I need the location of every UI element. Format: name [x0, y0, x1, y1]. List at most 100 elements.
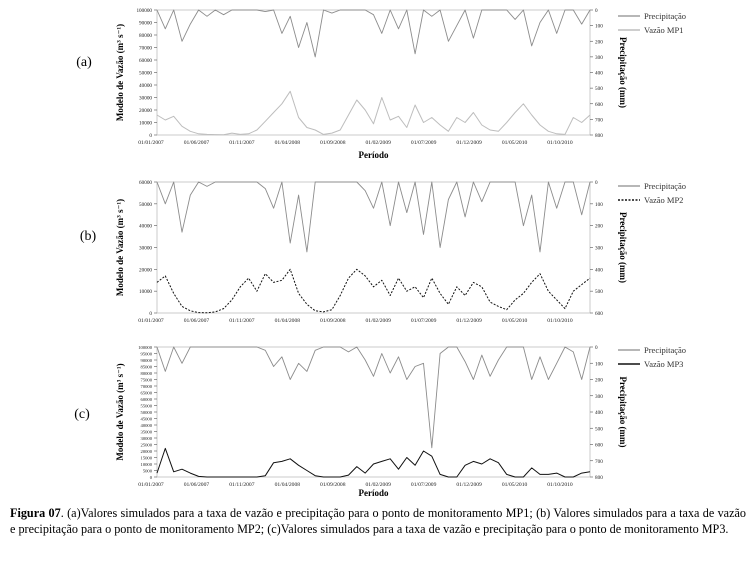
panel-b-right-tick-label: 200: [595, 224, 603, 230]
panel-c-left-tick-label: 90000: [141, 358, 153, 363]
panel-b-left-tick-label: 10000: [139, 289, 152, 295]
panel-a-left-tick-label: 50000: [139, 71, 152, 77]
panel-a-x-tick-label: 01/01/2007: [138, 140, 164, 146]
panel-b-left-tick-label: 30000: [139, 246, 152, 252]
panel-c-legend-label: Vazão MP3: [644, 359, 683, 369]
panel-c-xlabel: Período: [359, 488, 389, 498]
panel-b-x-tick-label: 01/05/2010: [502, 318, 528, 324]
panel-a-left-tick-label: 100000: [136, 8, 152, 14]
panel-c-left-tick-label: 0: [150, 475, 153, 480]
panel-c-right-tick-label: 0: [595, 345, 598, 351]
panel-b-ylabel-right: Precipitação (mm): [618, 212, 628, 283]
panel-c-left-tick-label: 100000: [138, 345, 152, 350]
panel-c-label: (c): [74, 407, 90, 422]
panel-c-left-tick-label: 85000: [141, 365, 153, 370]
panel-a-series-vazao-line: [156, 90, 591, 136]
panel-c-right-tick-label: 600: [595, 443, 603, 449]
panel-b-x-tick-label: 01/04/2008: [275, 318, 301, 324]
panel-b-right-tick-label: 400: [595, 267, 603, 273]
panel-c-left-tick-label: 25000: [141, 443, 153, 448]
panel-c-x-tick-label: 01/09/2008: [320, 482, 346, 488]
panel-c-left-tick-label: 30000: [141, 436, 153, 441]
caption-text: . (a)Valores simulados para a taxa de va…: [10, 506, 746, 536]
panel-b-right-tick-label: 100: [595, 202, 603, 208]
panel-c-right-tick-label: 700: [595, 459, 603, 465]
panel-b-series-vazao-line: [156, 268, 591, 314]
panel-b-series-precipitacao-line: [156, 181, 591, 253]
panel-a-x-tick-label: 01/04/2008: [275, 140, 301, 146]
panel-a-left-tick-label: 60000: [139, 58, 152, 64]
caption-figure-label: Figura 07: [10, 506, 61, 520]
panel-b-left-tick-label: 20000: [139, 267, 152, 273]
panel-c-left-tick-label: 60000: [141, 397, 153, 402]
panel-c-left-tick-label: 15000: [141, 456, 153, 461]
panel-a-x-tick-label: 01/05/2010: [502, 140, 528, 146]
panel-c-x-tick-label: 01/12/2009: [456, 482, 482, 488]
panel-c-left-tick-label: 40000: [141, 423, 153, 428]
panel-a-right-tick-label: 400: [595, 71, 603, 77]
panel-a-right-tick-label: 500: [595, 86, 603, 92]
panel-a-x-tick-label: 01/11/2007: [229, 140, 254, 146]
panel-b-x-tick-label: 01/12/2009: [456, 318, 482, 324]
panel-a-right-tick-label: 700: [595, 117, 603, 123]
panel-c-x-tick-label: 01/10/2010: [547, 482, 573, 488]
panel-c-x-tick-label: 01/04/2008: [275, 482, 301, 488]
panel-c-ylabel-right: Precipitação (mm): [618, 376, 628, 447]
panel-a-xlabel: Período: [359, 150, 389, 160]
panel-b-left-tick-label: 60000: [139, 180, 152, 186]
panel-b-legend-label: Precipitação: [644, 181, 686, 191]
panel-c-x-tick-label: 01/01/2007: [138, 482, 164, 488]
panel-b-x-tick-label: 01/02/2009: [365, 318, 391, 324]
panel-b-right-tick-label: 500: [595, 289, 603, 295]
panel-c-series-precipitacao-line: [156, 346, 591, 449]
panel-b-x-tick-label: 01/01/2007: [138, 318, 164, 324]
panel-c-left-tick-label: 55000: [141, 404, 153, 409]
panel-a-ylabel-right: Precipitação (mm): [618, 37, 628, 108]
panel-c-ylabel-left: Modelo de Vazão (m³ s⁻¹): [115, 363, 125, 460]
panel-a-left-tick-label: 30000: [139, 96, 152, 102]
panel-c-right-tick-label: 800: [595, 475, 603, 481]
panel-a-left-tick-label: 10000: [139, 121, 152, 127]
panel-b-left-tick-label: 0: [149, 311, 152, 317]
panel-c-x-tick-label: 01/07/2009: [411, 482, 437, 488]
panel-b-legend-label: Vazão MP2: [644, 195, 683, 205]
panel-b-x-tick-label: 01/06/2007: [184, 318, 210, 324]
panel-c-x-tick-label: 01/05/2010: [502, 482, 528, 488]
panel-c-legend-label: Precipitação: [644, 345, 686, 355]
panel-a-series-precipitacao-line: [156, 9, 591, 58]
panel-c-plot-frame: [156, 346, 591, 478]
panel-c-left-tick-label: 65000: [141, 391, 153, 396]
panel-c-right-tick-label: 300: [595, 394, 603, 400]
panel-c-left-tick-label: 75000: [141, 378, 153, 383]
panel-a-left-tick-label: 40000: [139, 83, 152, 89]
panel-c-x-tick-label: 01/06/2007: [184, 482, 210, 488]
panel-c-left-tick-label: 70000: [141, 384, 153, 389]
panel-b-label: (b): [80, 229, 97, 244]
panel-a-x-tick-label: 01/12/2009: [456, 140, 482, 146]
panel-a-right-tick-label: 300: [595, 55, 603, 61]
panel-c-left-tick-label: 10000: [141, 462, 153, 467]
panel-b-right-tick-label: 0: [595, 180, 598, 186]
panel-a-label: (a): [76, 55, 92, 70]
panel-c-left-tick-label: 5000: [143, 469, 153, 474]
panel-c-right-tick-label: 500: [595, 426, 603, 432]
panel-b-x-tick-label: 01/09/2008: [320, 318, 346, 324]
panel-a-plot-frame: [156, 9, 591, 136]
panel-b-right-tick-label: 600: [595, 311, 603, 317]
panel-b-right-tick-label: 300: [595, 246, 603, 252]
panel-b-ylabel-left: Modelo de Vazão (m³ s⁻¹): [115, 199, 125, 296]
panel-a-right-tick-label: 600: [595, 102, 603, 108]
panel-a-x-tick-label: 01/02/2009: [365, 140, 391, 146]
panel-a-left-tick-label: 20000: [139, 108, 152, 114]
panel-a-right-tick-label: 0: [595, 8, 598, 14]
panel-b-x-tick-label: 01/10/2010: [547, 318, 573, 324]
panel-b-plot-frame: [156, 181, 591, 314]
panel-b-x-tick-label: 01/07/2009: [411, 318, 437, 324]
panel-b-x-tick-label: 01/11/2007: [229, 318, 254, 324]
figure-caption: Figura 07. (a)Valores simulados para a t…: [10, 506, 746, 537]
panel-c-right-tick-label: 400: [595, 410, 603, 416]
panel-a-legend-label: Precipitação: [644, 11, 686, 21]
panel-c-left-tick-label: 45000: [141, 417, 153, 422]
panel-a-x-tick-label: 01/10/2010: [547, 140, 573, 146]
panel-a-x-tick-label: 01/07/2009: [411, 140, 437, 146]
